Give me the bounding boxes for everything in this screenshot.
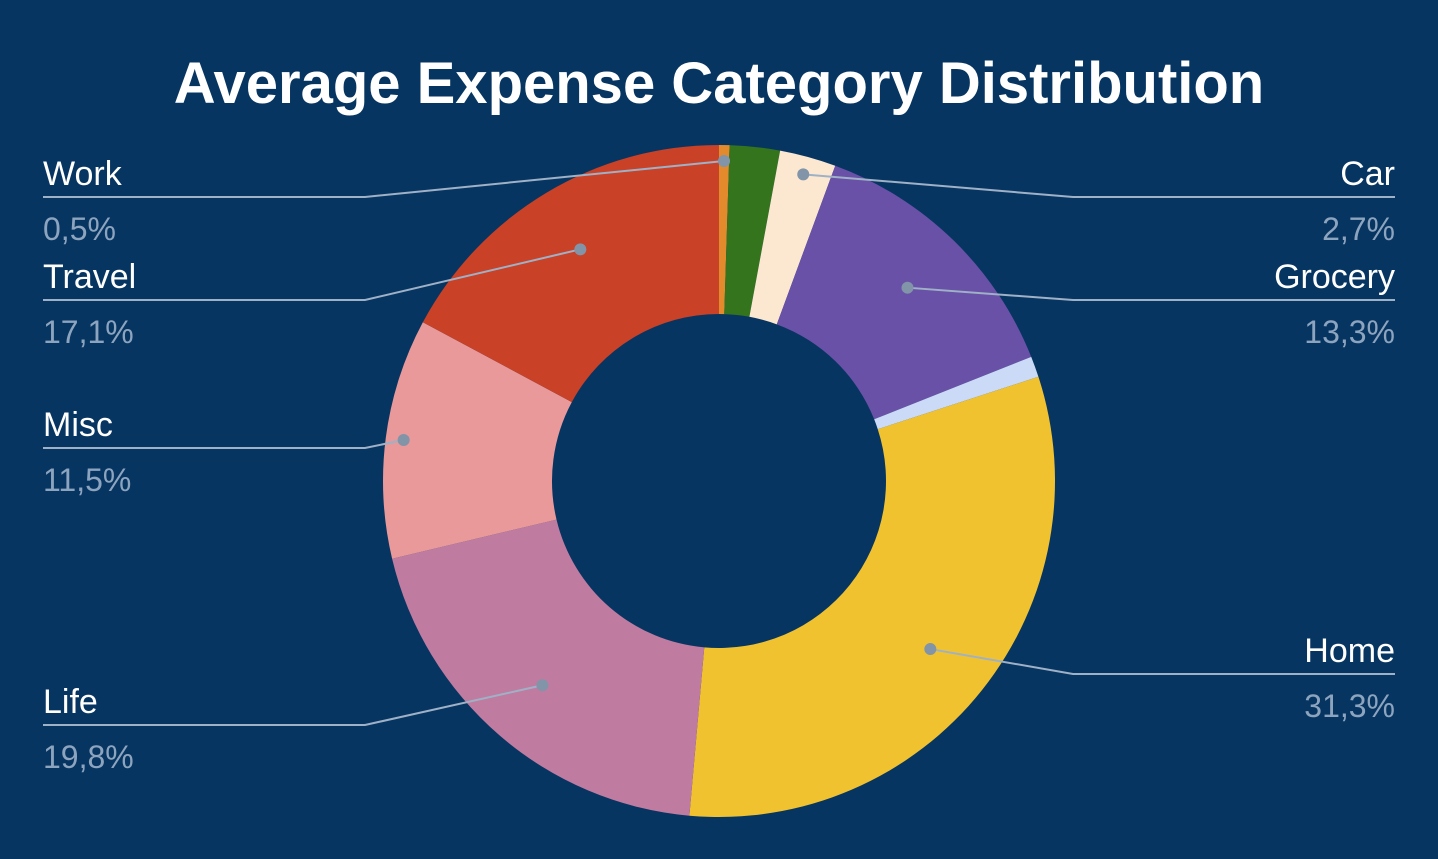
leader-line-misc — [43, 439, 404, 449]
slice-travel — [422, 145, 719, 403]
slice-label-misc: Misc — [43, 406, 113, 444]
leader-dot-home — [924, 643, 937, 656]
slice-percent-work: 0,5% — [43, 211, 116, 247]
slice-label-work: Work — [43, 155, 123, 193]
leader-line-travel — [43, 248, 581, 301]
slice-life — [392, 519, 705, 816]
slice-label-travel: Travel — [43, 258, 136, 296]
leader-dot-work — [718, 155, 731, 168]
slice-percent-misc: 11,5% — [43, 462, 131, 498]
slice-car — [749, 150, 836, 325]
leader-dot-grocery — [901, 281, 914, 294]
slice-home — [689, 376, 1055, 817]
slice-unlabeled-1 — [724, 145, 781, 317]
leader-dot-travel — [574, 243, 587, 256]
slice-label-life: Life — [43, 683, 98, 721]
slice-misc — [383, 322, 572, 559]
leader-group — [43, 155, 1395, 726]
slice-unlabeled-4 — [874, 356, 1039, 430]
chart-title: Average Expense Category Distribution — [173, 51, 1265, 116]
slice-percent-car: 2,7% — [1322, 211, 1395, 247]
slice-percent-grocery: 13,3% — [1304, 314, 1395, 350]
leader-dot-car — [797, 168, 810, 181]
slice-work — [719, 145, 730, 315]
leader-line-work — [43, 160, 725, 198]
leader-line-grocery — [907, 286, 1395, 301]
slice-percent-travel: 17,1% — [43, 314, 134, 350]
leader-line-home — [930, 648, 1395, 675]
label-group: Work 0,5% Car 2,7% Grocery 13,3% Home 31,3% Life… — [43, 155, 1395, 775]
slice-percent-life: 19,8% — [43, 739, 134, 775]
leader-line-life — [43, 684, 543, 726]
leader-dot-misc — [397, 433, 410, 446]
slice-label-grocery: Grocery — [1274, 258, 1395, 296]
slice-label-car: Car — [1340, 155, 1395, 193]
leader-dot-life — [536, 679, 549, 692]
leader-line-car — [803, 173, 1395, 198]
slice-group — [383, 145, 1055, 817]
slice-percent-home: 31,3% — [1304, 688, 1395, 724]
slice-label-home: Home — [1304, 632, 1395, 670]
